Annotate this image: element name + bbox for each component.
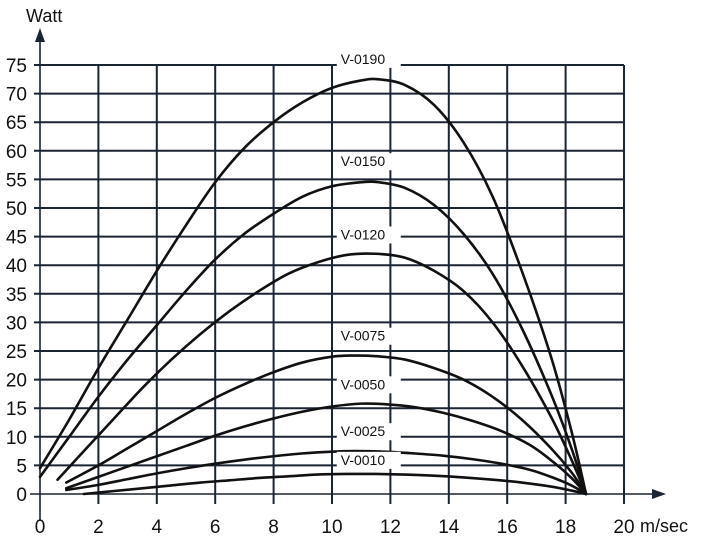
series-curve-v-0120 xyxy=(56,252,588,496)
axis-tick-labels: 0 2 4 6 8 10 12 14 16 18 20 0 5 10 15 20 25 30 35 40 45 50 55 6… xyxy=(6,56,635,538)
y-tick-label: 70 xyxy=(6,85,27,106)
x-tick-label: 6 xyxy=(210,517,221,538)
y-tick-label: 0 xyxy=(16,485,27,506)
series-curve-v-0190 xyxy=(38,77,588,496)
y-tick-label: 50 xyxy=(6,199,27,220)
y-tick-label: 75 xyxy=(6,56,27,77)
series-label-v-0050: V-0050 xyxy=(341,376,386,392)
x-tick-label: 12 xyxy=(380,517,401,538)
y-axis-arrow-icon xyxy=(35,28,45,42)
x-tick-label: 4 xyxy=(152,517,163,538)
x-tick-label: 0 xyxy=(35,517,46,538)
x-tick-label: 16 xyxy=(497,517,518,538)
series-label-background xyxy=(336,226,401,244)
chart-grid xyxy=(34,64,625,504)
series-label-v-0190: V-0190 xyxy=(341,51,386,67)
x-tick-label: 10 xyxy=(321,517,342,538)
series-label-background xyxy=(336,376,401,394)
series-label-v-0150: V-0150 xyxy=(341,153,386,169)
y-tick-label: 20 xyxy=(6,371,27,392)
y-tick-label: 65 xyxy=(6,113,27,134)
y-tick-label: 40 xyxy=(6,256,27,277)
x-tick-label: 8 xyxy=(268,517,279,538)
chart-axes: Watt m/sec xyxy=(26,6,688,536)
y-tick-label: 15 xyxy=(6,399,27,420)
series-labels: V-0190 V-0150 V-0120 V-0075 V-0050 V-0025 V-00… xyxy=(336,50,401,469)
x-tick-label: 18 xyxy=(555,517,576,538)
series-curve-v-0075 xyxy=(64,354,588,496)
y-tick-label: 35 xyxy=(6,285,27,306)
series-label-background xyxy=(336,423,401,441)
series-label-background xyxy=(336,50,401,68)
series-label-background xyxy=(336,327,401,345)
y-axis-label: Watt xyxy=(26,6,62,26)
series-curve-v-0150 xyxy=(38,180,588,496)
y-tick-label: 25 xyxy=(6,342,27,363)
x-tick-label: 20 xyxy=(613,517,634,538)
series-curve-v-0010 xyxy=(82,472,588,496)
x-axis-label: m/sec xyxy=(640,516,688,536)
x-axis-arrow-icon xyxy=(652,489,666,499)
series-label-background xyxy=(336,451,401,469)
y-tick-label: 60 xyxy=(6,142,27,163)
x-tick-label: 2 xyxy=(93,517,104,538)
series-label-v-0075: V-0075 xyxy=(341,328,386,344)
chart-series xyxy=(38,77,588,496)
y-tick-label: 10 xyxy=(6,428,27,449)
y-tick-label: 30 xyxy=(6,313,27,334)
y-tick-label: 45 xyxy=(6,228,27,249)
x-tick-label: 14 xyxy=(438,517,460,538)
series-curve-v-0050 xyxy=(64,402,588,496)
series-label-v-0025: V-0025 xyxy=(341,423,386,439)
series-label-background xyxy=(336,153,401,171)
series-curve-v-0025 xyxy=(64,449,588,496)
y-tick-label: 55 xyxy=(6,170,27,191)
series-label-v-0120: V-0120 xyxy=(341,226,386,242)
series-label-v-0010: V-0010 xyxy=(341,452,386,468)
y-tick-label: 5 xyxy=(16,456,27,477)
